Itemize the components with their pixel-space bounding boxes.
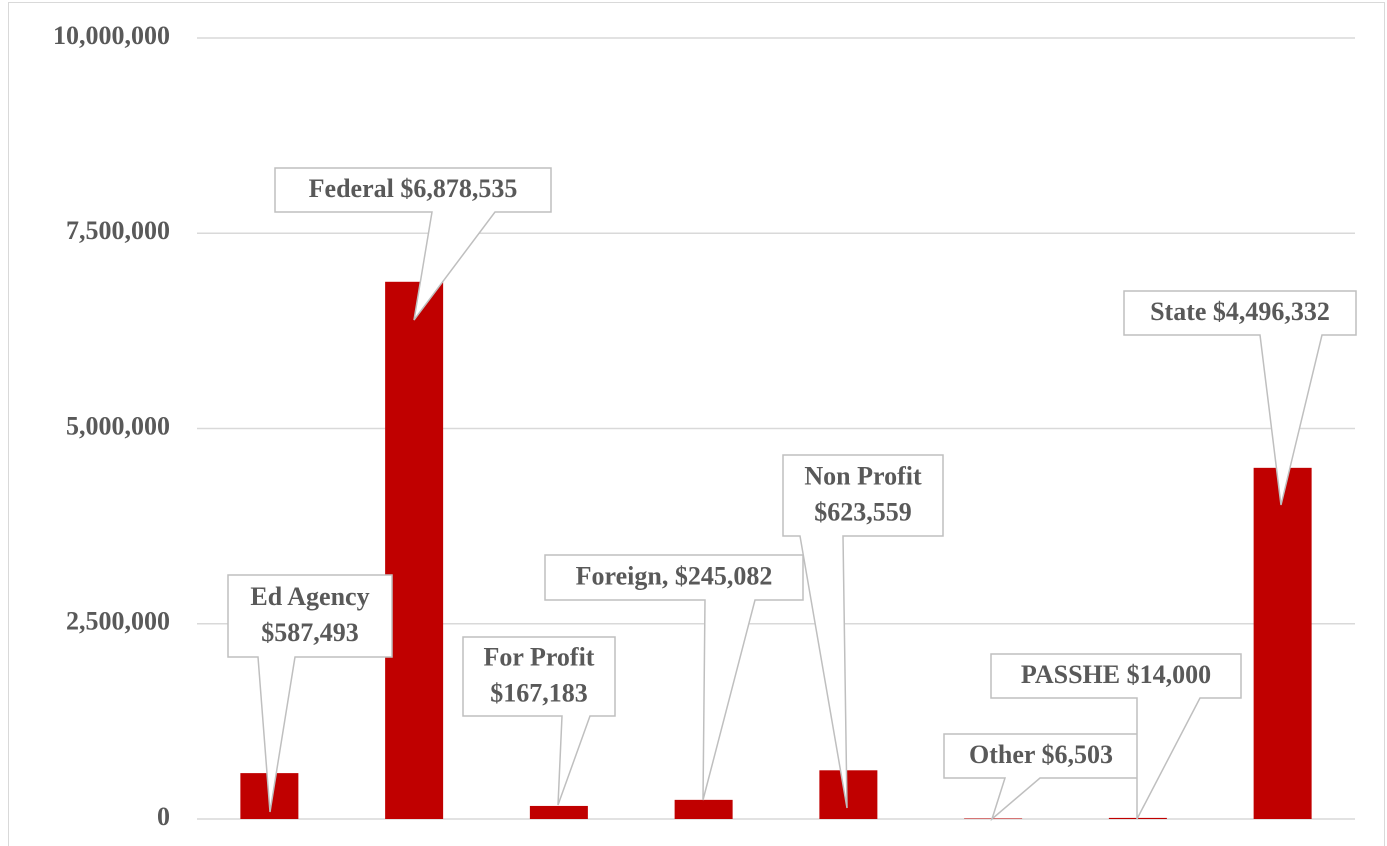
bar [385,281,444,820]
bar [1253,467,1312,819]
callout [990,653,1242,820]
bar [819,770,878,819]
callout [462,636,616,806]
callout [544,554,804,801]
bar [674,799,733,819]
callout [227,574,393,813]
data-label: Foreign, $245,082 [576,561,773,590]
y-tick-label: 7,500,000 [66,216,170,245]
y-tick-label: 0 [157,802,170,831]
y-tick-label: 2,500,000 [66,607,170,636]
data-label: Federal $6,878,535 [309,174,518,203]
data-label: PASSHE $14,000 [1021,660,1211,689]
callout [1123,290,1357,506]
data-label: State $4,496,332 [1150,297,1330,326]
data-label: Non Profit [804,461,922,490]
chart-border [8,2,1385,846]
callout [274,167,552,321]
data-label: For Profit [484,642,595,671]
data-label: $587,493 [261,618,359,647]
y-tick-label: 5,000,000 [66,411,170,440]
data-label: Other $6,503 [969,740,1113,769]
callout [782,454,944,809]
y-tick-label: 10,000,000 [53,21,170,50]
data-label: $623,559 [814,497,912,526]
data-label: Ed Agency [250,582,369,611]
data-label: $167,183 [490,678,588,707]
bar [529,805,588,819]
